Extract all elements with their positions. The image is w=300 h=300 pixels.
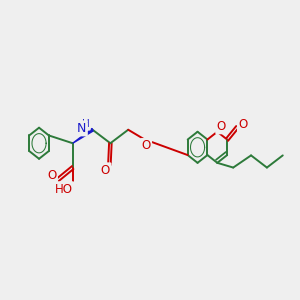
Polygon shape — [73, 128, 93, 143]
Text: O: O — [238, 118, 247, 131]
Text: H: H — [82, 119, 89, 129]
Text: N: N — [77, 122, 86, 135]
Text: O: O — [47, 169, 56, 182]
Text: O: O — [101, 164, 110, 177]
Text: O: O — [217, 120, 226, 133]
Text: O: O — [141, 140, 151, 152]
Text: HO: HO — [55, 183, 73, 196]
